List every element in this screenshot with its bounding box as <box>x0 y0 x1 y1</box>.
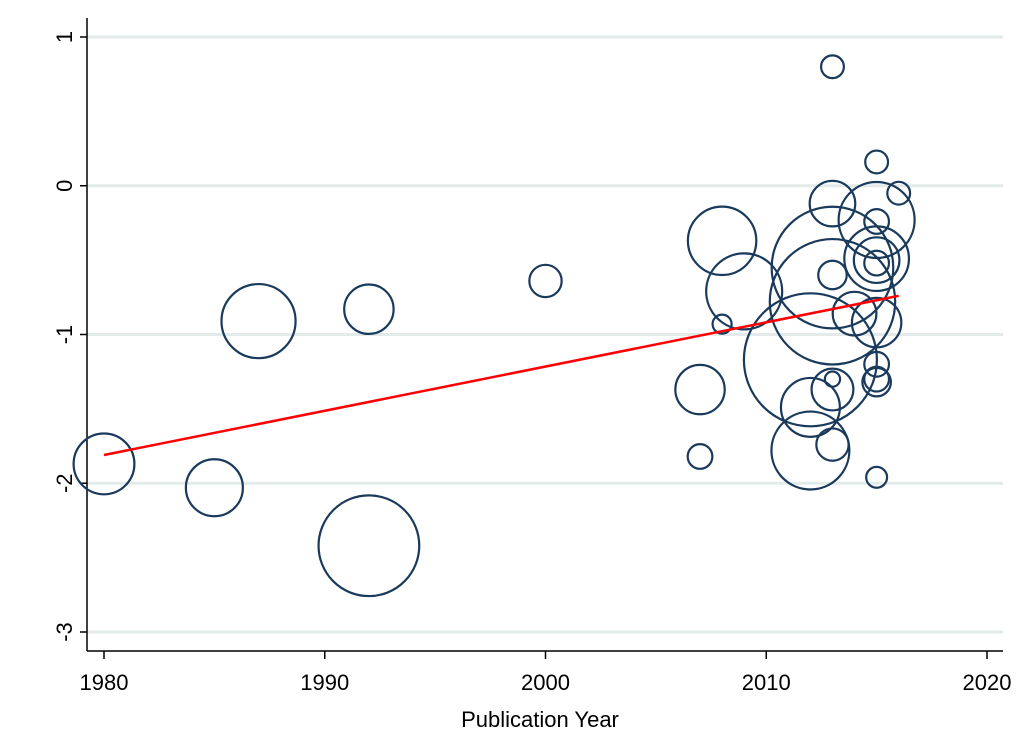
data-point <box>819 54 845 80</box>
fit-line <box>103 294 899 457</box>
data-point <box>768 237 897 366</box>
data-point <box>808 179 857 228</box>
data-point <box>886 180 912 206</box>
x-tick-label: 2020 <box>963 670 1012 695</box>
y-tick-label: 1 <box>52 31 77 43</box>
data-point <box>184 458 244 518</box>
y-tick-label: -3 <box>52 622 77 642</box>
data-point <box>528 263 563 299</box>
data-point <box>864 149 890 175</box>
data-points <box>72 54 916 598</box>
axes: -3 -2 -1 0 1 1980 1990 2000 2010 2020 <box>52 18 1011 695</box>
data-point <box>742 292 879 428</box>
data-point <box>317 494 421 598</box>
fit-line-layer <box>103 294 899 457</box>
data-point <box>817 259 848 291</box>
grid-lines <box>87 35 1003 634</box>
data-point <box>686 443 714 470</box>
data-point <box>852 236 901 285</box>
x-tick-label: 1980 <box>80 670 129 695</box>
data-point <box>779 376 841 438</box>
y-tick-label: 0 <box>52 180 77 192</box>
data-point <box>705 252 784 331</box>
data-point <box>815 427 850 462</box>
data-point <box>770 410 851 491</box>
data-point <box>843 225 911 293</box>
data-point <box>220 282 297 360</box>
data-point <box>711 313 733 335</box>
data-point <box>850 296 903 349</box>
data-point <box>686 205 758 277</box>
data-point <box>770 205 895 330</box>
x-tick-label: 1990 <box>300 670 349 695</box>
data-point <box>343 283 395 336</box>
data-point <box>823 370 842 388</box>
x-axis-title: Publication Year <box>461 707 619 732</box>
x-tick-label: 2000 <box>521 670 570 695</box>
data-point <box>837 180 916 260</box>
data-point <box>72 432 136 496</box>
data-point <box>861 366 892 398</box>
data-point <box>810 367 855 412</box>
data-point <box>865 465 889 489</box>
y-tick-label: -1 <box>52 325 77 345</box>
data-point <box>863 207 891 235</box>
y-tick-label: -2 <box>52 473 77 493</box>
data-point <box>863 350 891 378</box>
data-point <box>863 249 891 277</box>
data-point <box>674 363 726 416</box>
x-tick-label: 2010 <box>742 670 791 695</box>
